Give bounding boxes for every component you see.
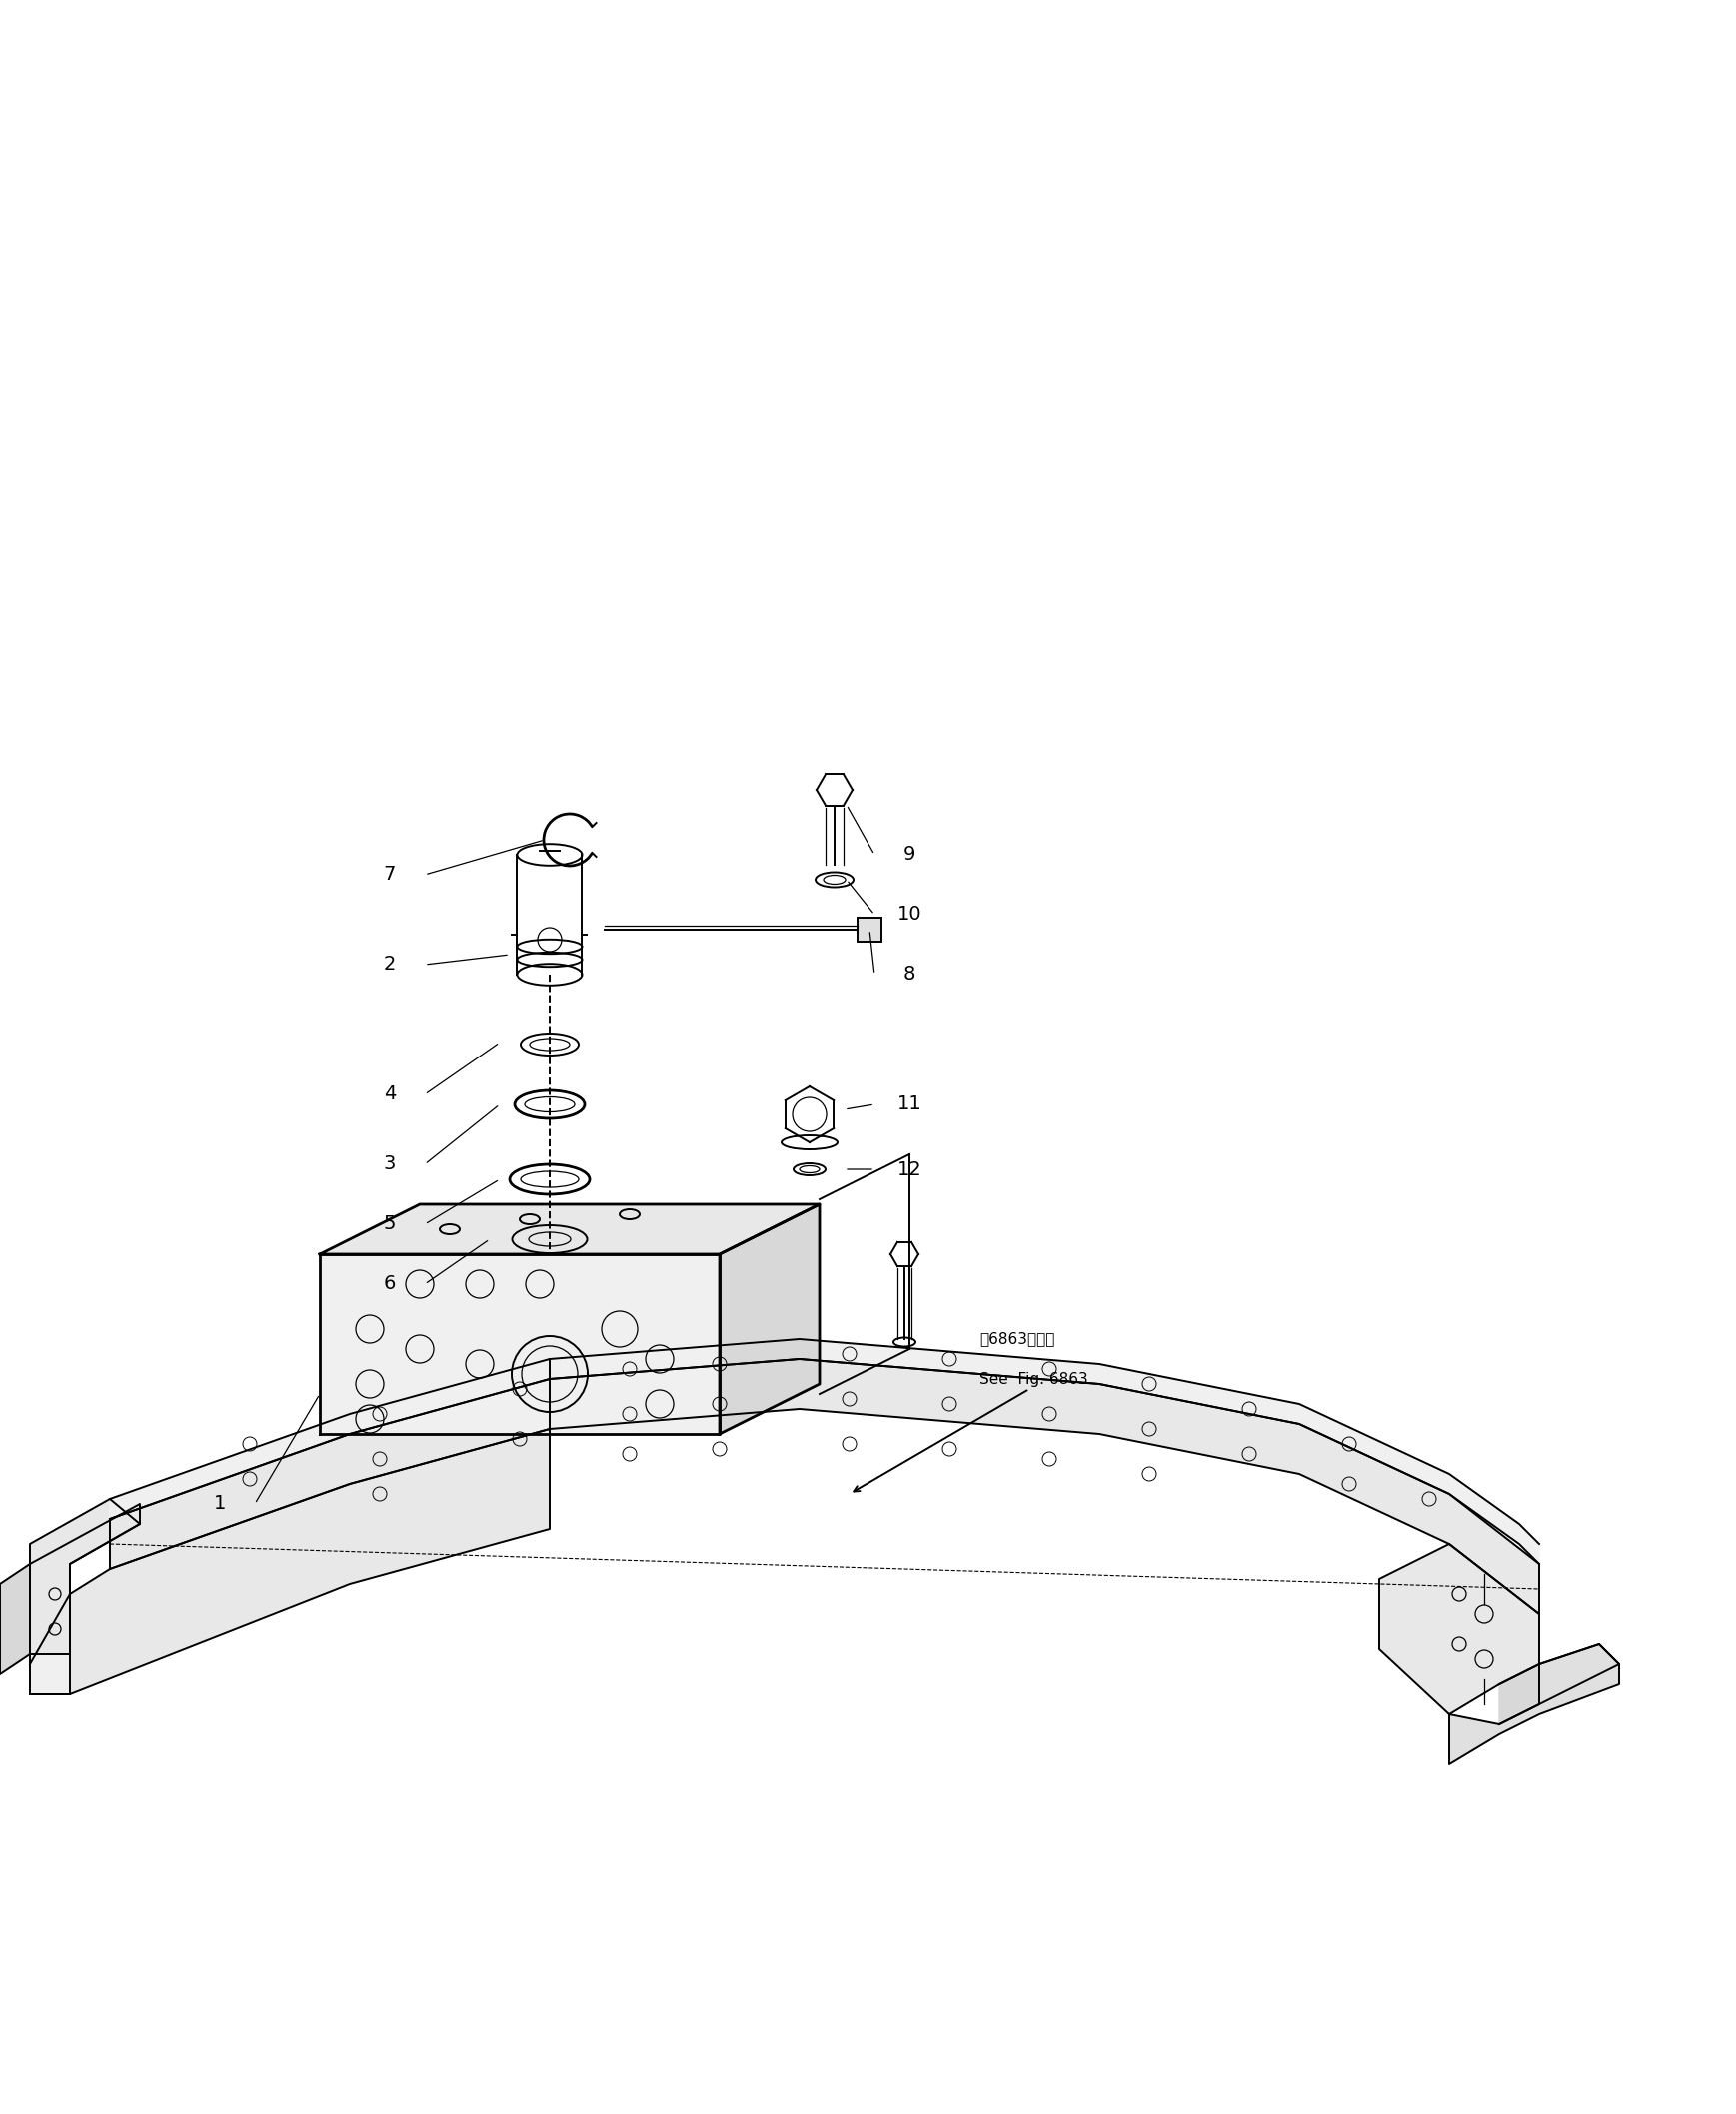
Polygon shape bbox=[109, 1340, 1540, 1564]
Text: 2: 2 bbox=[384, 956, 396, 975]
Text: See  Fig. 6863: See Fig. 6863 bbox=[979, 1372, 1088, 1387]
Text: 11: 11 bbox=[898, 1095, 922, 1114]
Text: 12: 12 bbox=[898, 1161, 922, 1180]
Text: 10: 10 bbox=[898, 905, 922, 924]
Polygon shape bbox=[30, 1505, 141, 1693]
Polygon shape bbox=[319, 1205, 819, 1254]
Polygon shape bbox=[319, 1254, 720, 1433]
Text: 7: 7 bbox=[384, 865, 396, 884]
Polygon shape bbox=[1378, 1543, 1540, 1714]
Text: 1: 1 bbox=[214, 1495, 226, 1514]
Polygon shape bbox=[0, 1564, 30, 1674]
Text: 5: 5 bbox=[384, 1216, 396, 1235]
Text: 9: 9 bbox=[903, 846, 915, 865]
Polygon shape bbox=[1500, 1645, 1620, 1725]
Polygon shape bbox=[1450, 1645, 1620, 1765]
Bar bbox=[858, 917, 882, 941]
Text: 3: 3 bbox=[384, 1154, 396, 1173]
Polygon shape bbox=[720, 1205, 819, 1433]
Polygon shape bbox=[30, 1429, 550, 1693]
Text: 第6863図参照: 第6863図参照 bbox=[979, 1332, 1055, 1347]
Text: 8: 8 bbox=[903, 966, 915, 983]
Text: 4: 4 bbox=[384, 1084, 396, 1104]
Text: 6: 6 bbox=[384, 1275, 396, 1294]
Polygon shape bbox=[30, 1499, 141, 1655]
Polygon shape bbox=[109, 1359, 1540, 1615]
